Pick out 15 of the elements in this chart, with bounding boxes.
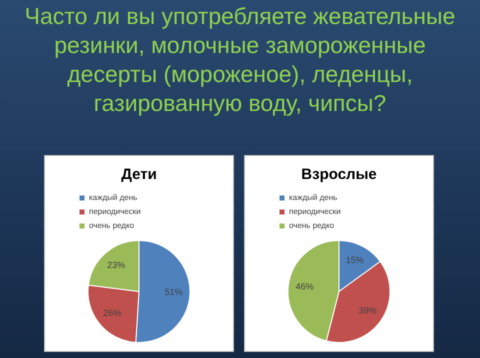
legend-label: каждый день bbox=[289, 193, 338, 202]
data-label: 51% bbox=[164, 287, 183, 298]
data-label: 23% bbox=[107, 260, 126, 270]
chart-title: Дети bbox=[121, 166, 157, 184]
data-label: 39% bbox=[358, 305, 377, 316]
data-label: 46% bbox=[296, 282, 314, 292]
data-label: 15% bbox=[346, 255, 364, 266]
legend-label: периодически bbox=[89, 207, 141, 216]
legend-label: каждый день bbox=[89, 193, 138, 202]
data-label: 26% bbox=[103, 308, 122, 318]
chart-title: Взрослые bbox=[301, 166, 377, 184]
legend-label: очень редко bbox=[89, 221, 135, 230]
legend-label: периодически bbox=[289, 207, 341, 216]
text: Часто ли вы употребляете жевательные резинки, молочные замороженные десерты (мороженое), леденцы, газированную воду, чипсы? bbox=[24, 2, 456, 118]
legend-label: очень редко bbox=[289, 221, 335, 230]
